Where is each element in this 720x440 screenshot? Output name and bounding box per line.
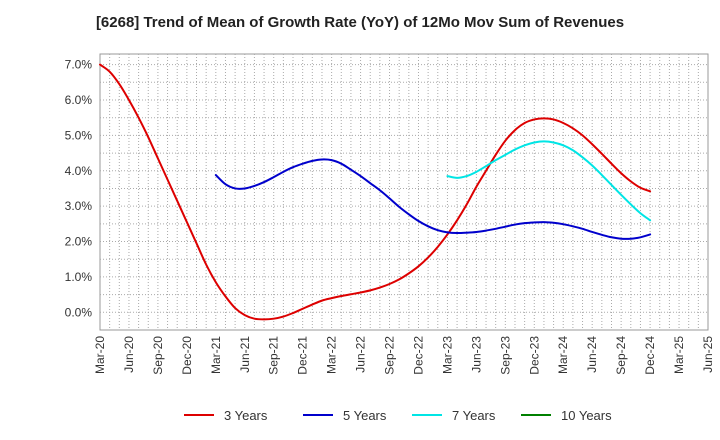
y-tick-label: 1.0%: [65, 270, 93, 284]
x-tick-label: Sep-20: [151, 336, 165, 375]
x-tick-label: Dec-21: [296, 336, 310, 375]
y-tick-label: 6.0%: [65, 93, 93, 107]
chart-title: [6268] Trend of Mean of Growth Rate (YoY…: [95, 14, 625, 31]
x-tick-label: Mar-22: [325, 336, 339, 374]
x-tick-label: Dec-23: [527, 336, 541, 375]
x-tick-label: Sep-24: [614, 336, 628, 375]
y-tick-label: 5.0%: [65, 128, 93, 142]
grid-layer: [100, 54, 708, 330]
y-tick-label: 4.0%: [65, 164, 93, 178]
x-tick-label: Dec-24: [643, 336, 657, 375]
x-tick-label: Dec-20: [180, 336, 194, 375]
x-tick-label: Sep-23: [498, 336, 512, 375]
legend: 3 Years 5 Years 7 Years 10 Years: [184, 408, 612, 423]
legend-label-7-years: 7 Years: [452, 408, 496, 423]
series-layer: [99, 63, 652, 321]
x-tick-label: Mar-23: [440, 336, 454, 374]
x-tick-label: Jun-20: [122, 336, 136, 373]
series-line-3-years: [99, 63, 652, 321]
x-tick-label: Jun-25: [701, 336, 715, 373]
y-tick-label: 0.0%: [65, 305, 93, 319]
legend-label-10-years: 10 Years: [561, 408, 612, 423]
series-line-5-years: [214, 158, 652, 240]
series-line-7-years: [446, 140, 652, 222]
x-tick-label: Jun-22: [354, 336, 368, 373]
plot-area: [99, 53, 709, 331]
y-tick-label: 3.0%: [65, 199, 93, 213]
x-tick-label: Dec-22: [411, 336, 425, 375]
x-tick-label: Jun-24: [585, 336, 599, 373]
x-axis: Mar-20 Jun-20 Sep-20 Dec-20 Mar-21 Jun-21 Sep-…: [93, 336, 715, 375]
x-tick-label: Mar-20: [93, 336, 107, 374]
legend-label-3-years: 3 Years: [224, 408, 268, 423]
y-axis: 0.0% 1.0% 2.0% 3.0% 4.0% 5.0% 6.0% 7.0%: [65, 58, 93, 320]
x-tick-label: Jun-23: [469, 336, 483, 373]
x-tick-label: Sep-22: [383, 336, 397, 375]
x-tick-label: Mar-21: [209, 336, 223, 374]
x-tick-label: Mar-24: [556, 336, 570, 374]
x-tick-label: Jun-21: [238, 336, 252, 373]
legend-label-5-years: 5 Years: [343, 408, 387, 423]
x-tick-label: Sep-21: [267, 336, 281, 375]
y-tick-label: 7.0%: [65, 58, 93, 72]
x-tick-label: Mar-25: [672, 336, 686, 374]
y-tick-label: 2.0%: [65, 235, 93, 249]
